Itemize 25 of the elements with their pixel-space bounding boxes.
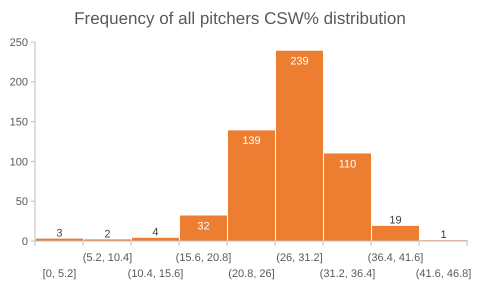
x-tick-label: (41.6, 46.8] [416,268,472,280]
y-tick-label: 200 [10,76,28,89]
x-tick-label: (31.2, 36.4] [320,268,376,280]
data-label: 239 [290,56,309,68]
x-tick-label: (20.8, 26] [228,268,275,280]
data-label: 2 [104,228,111,240]
chart-title: Frequency of all pitchers CSW% distribution [74,9,406,28]
data-label: 139 [242,135,261,148]
x-tick-label: (36.4, 41.6] [368,252,424,264]
data-label: 32 [197,220,210,232]
data-label: 4 [152,226,159,239]
x-tick-label: (15.6, 20.8] [176,252,232,264]
y-tick-label: 0 [22,236,28,248]
y-tick-label: 50 [16,196,28,208]
x-tick-label: (10.4, 15.6] [128,268,184,280]
x-tick-label: [0, 5.2] [42,268,76,280]
y-tick-label: 250 [10,36,28,49]
data-label: 3 [56,227,63,240]
y-tick-label: 100 [10,156,28,168]
data-label: 19 [389,214,402,227]
x-tick-label: (5.2, 10.4] [82,252,132,264]
y-tick-label: 150 [10,116,28,128]
data-label: 1 [440,229,447,242]
data-label: 110 [338,158,356,170]
x-tick-label: (26, 31.2] [276,252,323,264]
